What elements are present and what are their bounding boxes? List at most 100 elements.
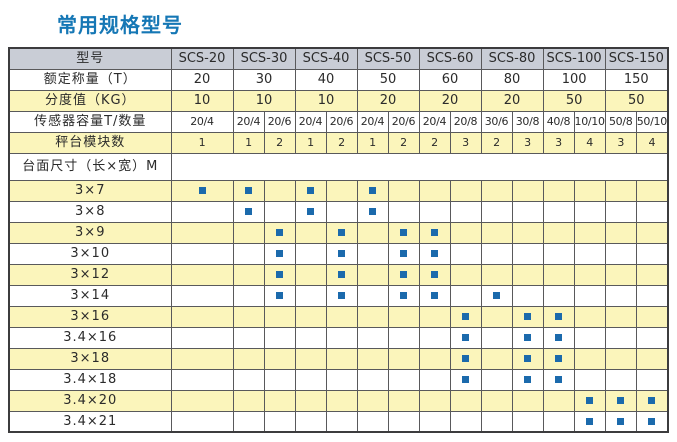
spec-value: 20/8 [449,110,482,133]
row-label: 秤台模块数 [8,131,172,154]
size-cell [542,368,575,391]
dot-icon [617,417,625,425]
size-cell [325,368,358,391]
size-cell [511,221,544,244]
size-cell [604,305,637,328]
dot-icon [555,376,562,383]
size-cell [635,284,669,307]
size-cell [480,284,513,307]
size-cell [573,221,606,244]
dot-icon [307,208,314,215]
spec-value: 20/4 [418,110,451,133]
size-cell [170,389,234,412]
size-cell [325,389,358,412]
size-cell [480,347,513,370]
spec-value: 3 [511,131,544,154]
dot-icon [400,292,407,299]
dot-icon [400,271,407,278]
size-row-label: 3×16 [8,305,172,328]
spec-value: 20/6 [263,110,296,133]
size-cell [418,284,451,307]
spec-value: 30 [232,68,296,91]
size-cell [418,410,451,433]
spec-value: 10/10 [573,110,606,133]
spec-value: 10 [232,89,296,112]
dot-icon [245,187,252,194]
dot-icon [524,313,531,320]
size-cell [356,200,389,223]
size-cell [232,389,265,412]
size-cell [356,221,389,244]
size-row-label: 3×7 [8,179,172,202]
size-cell [449,368,482,391]
dot-icon [524,355,531,362]
size-cell [232,368,265,391]
size-cell [635,263,669,286]
size-cell [294,284,327,307]
dot-icon [431,250,438,257]
dot-icon [462,313,469,320]
size-cell [418,221,451,244]
size-cell [604,284,637,307]
size-cell [232,305,265,328]
spec-value: 20/4 [356,110,389,133]
size-cell [232,221,265,244]
spec-value: 2 [480,131,513,154]
size-cell [480,305,513,328]
size-cell [635,389,669,412]
size-cell [294,263,327,286]
size-cell [170,410,234,433]
size-cell [170,347,234,370]
size-cell [480,326,513,349]
size-cell [356,347,389,370]
size-cell [449,347,482,370]
size-cell [542,200,575,223]
size-cell [232,200,265,223]
size-cell [294,200,327,223]
size-cell [604,389,637,412]
dot-icon [462,334,469,341]
spec-value: 4 [635,131,669,154]
size-row-label: 3×12 [8,263,172,286]
size-cell [325,326,358,349]
size-cell [294,242,327,265]
header-row: 型号 SCS-20 SCS-30 SCS-40 SCS-50 SCS-60 SCS-80 SC… [8,47,669,70]
size-cell [511,263,544,286]
spec-value: 20/6 [387,110,420,133]
size-cell [418,347,451,370]
size-cell [542,347,575,370]
size-cell [325,410,358,433]
spec-value: 20 [418,89,482,112]
size-cell [573,305,606,328]
size-cell [263,368,296,391]
size-cell [387,179,420,202]
size-cell [387,368,420,391]
size-cell [263,305,296,328]
spec-value: 50/10 [635,110,669,133]
spec-value: 100 [542,68,606,91]
size-cell [480,179,513,202]
size-cell [263,284,296,307]
size-cell [232,263,265,286]
size-cell [263,347,296,370]
spec-row: 分度值（KG） 10 10 10 20 20 20 50 50 [8,89,669,112]
size-cell [325,221,358,244]
dot-icon [555,355,562,362]
size-cell [418,368,451,391]
size-cell [449,221,482,244]
size-cell [356,305,389,328]
size-cell [573,179,606,202]
size-cell [511,326,544,349]
size-cell [294,389,327,412]
spec-row: 秤台模块数 1 1 2 1 2 1 2 2 3 2 3 3 4 3 4 [8,131,669,154]
spec-value: 2 [418,131,451,154]
spec-value: 40/8 [542,110,575,133]
size-cell [449,284,482,307]
dot-icon [338,292,345,299]
spec-value: 20 [356,89,420,112]
size-row: 3×16 [8,305,669,328]
size-cell [387,389,420,412]
spec-value: 10 [294,89,358,112]
spec-value: 3 [604,131,637,154]
